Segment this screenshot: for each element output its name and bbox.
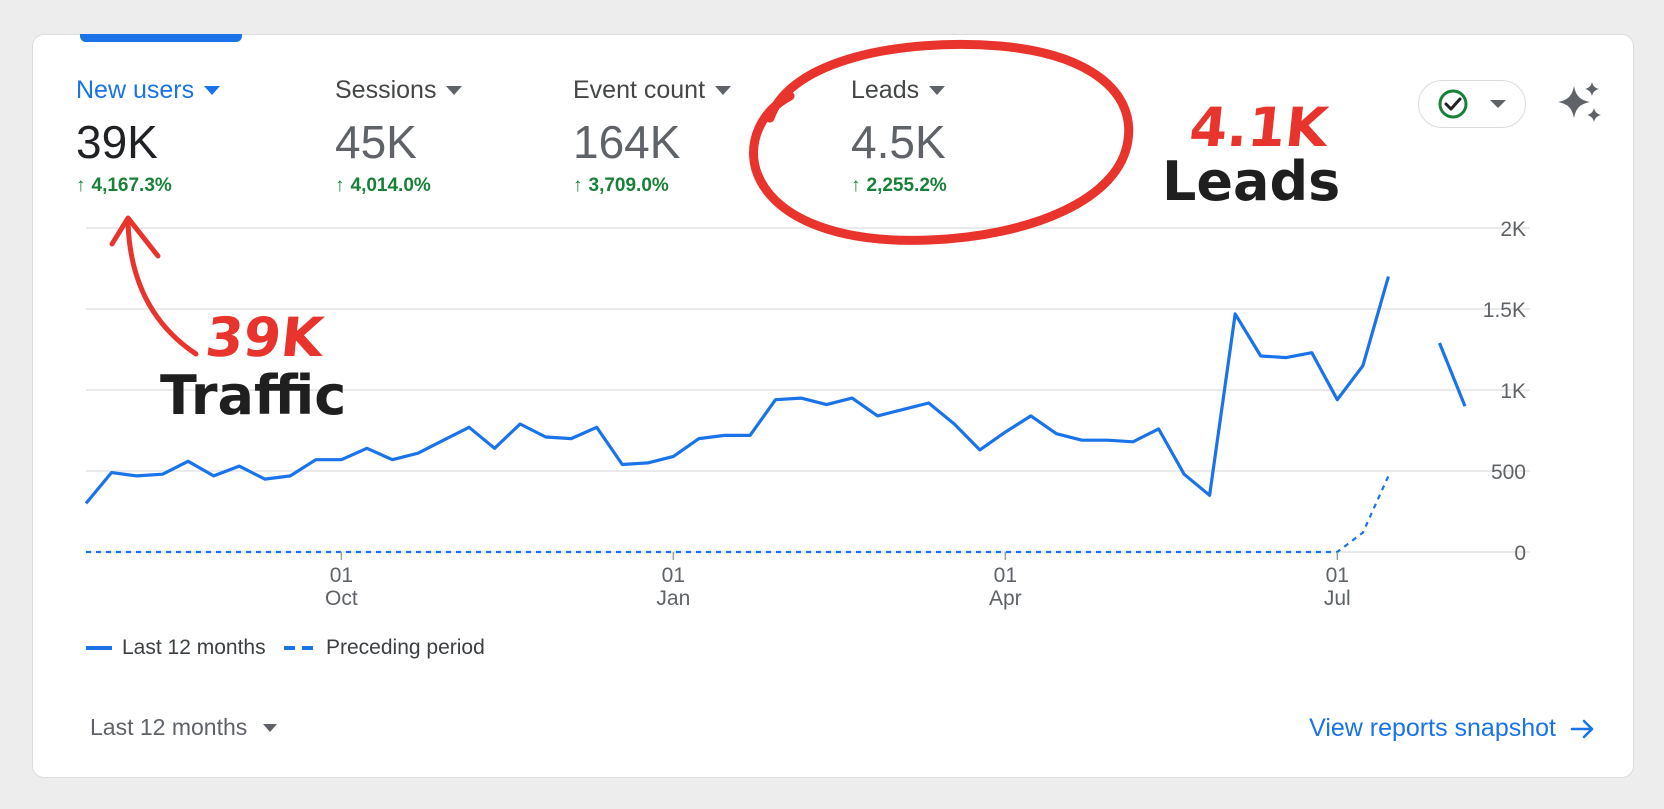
active-tab-indicator bbox=[80, 34, 242, 42]
metric-change: ↑ 3,709.0% bbox=[573, 175, 731, 197]
metric-label: Sessions bbox=[335, 76, 437, 104]
chevron-down-icon bbox=[446, 86, 463, 95]
series-line-last-12-months bbox=[84, 276, 1467, 505]
view-reports-snapshot-link[interactable]: View reports snapshot bbox=[1309, 714, 1596, 743]
legend-label: Last 12 months bbox=[122, 636, 266, 659]
annotation-arrow bbox=[125, 219, 199, 357]
legend-solid-line-icon bbox=[86, 646, 112, 650]
y-tick-label: 1K bbox=[1500, 380, 1526, 403]
x-tick-day: 01 bbox=[1326, 564, 1349, 587]
arrow-up-icon: ↑ bbox=[573, 175, 583, 196]
metric-tab-leads[interactable]: Leads 4.5K ↑ 2,255.2% bbox=[851, 76, 947, 197]
chart-series bbox=[84, 276, 1467, 552]
x-tick-month: Oct bbox=[325, 587, 358, 610]
legend-label: Preceding period bbox=[326, 636, 485, 659]
chevron-down-icon bbox=[929, 86, 946, 95]
arrow-up-icon: ↑ bbox=[76, 175, 86, 196]
y-tick-label: 2K bbox=[1500, 218, 1526, 241]
arrow-right-icon bbox=[1570, 719, 1594, 738]
y-tick-label: 500 bbox=[1491, 461, 1526, 484]
annotation-circle bbox=[749, 39, 1134, 245]
x-tick-month: Apr bbox=[989, 587, 1022, 610]
arrow-up-icon: ↑ bbox=[335, 175, 345, 196]
metric-value: 39K bbox=[76, 116, 158, 168]
x-tick-month: Jan bbox=[656, 587, 690, 610]
legend-item-preceding-period[interactable]: Preceding period bbox=[284, 636, 485, 660]
metric-change: ↑ 4,014.0% bbox=[335, 175, 462, 197]
metric-change-value: 4,014.0% bbox=[350, 175, 431, 196]
chevron-down-icon bbox=[715, 86, 732, 95]
arrow-up-icon: ↑ bbox=[851, 175, 861, 196]
metric-tab-event-count[interactable]: Event count 164K ↑ 3,709.0% bbox=[573, 76, 732, 197]
status-dropdown[interactable] bbox=[1418, 80, 1526, 128]
x-tick-day: 01 bbox=[662, 564, 685, 587]
annotation-traffic-value: 39K bbox=[202, 306, 327, 369]
check-circle-icon bbox=[1438, 89, 1506, 119]
chevron-down-icon bbox=[204, 86, 221, 95]
metric-tab-new-users[interactable]: New users 39K ↑ 4,167.3% bbox=[76, 76, 221, 197]
metric-value: 45K bbox=[335, 116, 417, 168]
metric-value: 4.5K bbox=[851, 116, 946, 168]
y-tick-label: 1.5K bbox=[1483, 299, 1526, 322]
annotation-traffic-label: Traffic bbox=[160, 364, 347, 427]
legend-dashed-line-icon bbox=[284, 646, 316, 650]
metric-tab-sessions[interactable]: Sessions 45K ↑ 4,014.0% bbox=[335, 76, 463, 197]
date-range-label: Last 12 months bbox=[90, 714, 248, 740]
y-axis: 0 500 1K 1.5K 2K bbox=[1483, 218, 1526, 565]
legend-item-last-12-months[interactable]: Last 12 months bbox=[86, 636, 266, 660]
metric-change-value: 4,167.3% bbox=[91, 175, 172, 196]
view-reports-label: View reports snapshot bbox=[1309, 714, 1556, 742]
annotation-leads-label: Leads bbox=[1162, 150, 1341, 213]
metric-label: Leads bbox=[851, 76, 920, 104]
analytics-card bbox=[32, 34, 1634, 778]
metric-label: New users bbox=[76, 76, 195, 104]
metric-change: ↑ 4,167.3% bbox=[76, 175, 220, 197]
metric-label: Event count bbox=[573, 76, 706, 104]
annotation-arrowhead bbox=[109, 215, 161, 259]
x-tick-day: 01 bbox=[330, 564, 353, 587]
metric-change: ↑ 2,255.2% bbox=[851, 175, 947, 197]
y-tick-label: 0 bbox=[1514, 542, 1526, 565]
x-tick-month: Jul bbox=[1324, 587, 1351, 610]
metric-value: 164K bbox=[573, 116, 681, 168]
metric-change-value: 3,709.0% bbox=[588, 175, 669, 196]
date-range-dropdown[interactable]: Last 12 months bbox=[90, 714, 278, 741]
x-tick-day: 01 bbox=[994, 564, 1017, 587]
sparkle-icon[interactable] bbox=[1556, 80, 1602, 126]
metric-change-value: 2,255.2% bbox=[866, 175, 947, 196]
chevron-down-icon bbox=[263, 723, 278, 732]
